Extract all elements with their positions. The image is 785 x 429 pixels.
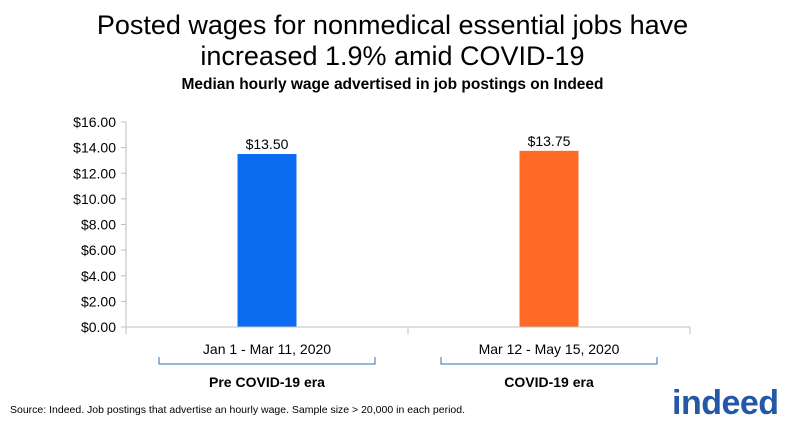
chart-title-line-1: Posted wages for nonmedical essential jo…: [96, 10, 689, 40]
chart-title: Posted wages for nonmedical essential jo…: [0, 10, 785, 72]
y-tick-label: $14.00: [73, 140, 116, 156]
chart-subtitle: Median hourly wage advertised in job pos…: [181, 76, 604, 93]
y-tick-label: $4.00: [81, 268, 116, 284]
data-label: $13.50: [246, 136, 289, 152]
y-tick-label: $16.00: [73, 114, 116, 130]
era-label: Pre COVID-19 era: [209, 374, 325, 390]
y-tick-label: $12.00: [73, 165, 116, 181]
x-category-label: Mar 12 - May 15, 2020: [479, 341, 620, 357]
bars: $13.50 $13.75: [237, 133, 579, 327]
y-tick-label: $0.00: [81, 319, 116, 335]
era-label: COVID-19 era: [504, 374, 594, 390]
y-tick-label: $8.00: [81, 217, 116, 233]
y-tick-label: $2.00: [81, 293, 116, 309]
indeed-logo: indeed: [672, 384, 779, 422]
era-brackets: Pre COVID-19 era COVID-19 era: [158, 357, 658, 390]
x-category-label: Jan 1 - Mar 11, 2020: [203, 341, 331, 357]
y-tick-label: $6.00: [81, 242, 116, 258]
y-axis: $0.00 $2.00 $4.00 $6.00 $8.00 $10.00 $12.00 $14…: [73, 114, 127, 335]
x-axis: Jan 1 - Mar 11, 2020 Mar 12 - May 15, 202…: [125, 326, 691, 357]
data-label: $13.75: [528, 133, 571, 149]
era-bracket: [440, 357, 658, 365]
bar: [237, 154, 297, 327]
era-bracket: [158, 357, 376, 365]
y-tick-label: $10.00: [73, 191, 116, 207]
chart-title-line-2: increased 1.9% amid COVID-19: [200, 41, 585, 71]
source-note: Source: Indeed. Job postings that advert…: [10, 404, 465, 416]
bar: [519, 150, 579, 327]
